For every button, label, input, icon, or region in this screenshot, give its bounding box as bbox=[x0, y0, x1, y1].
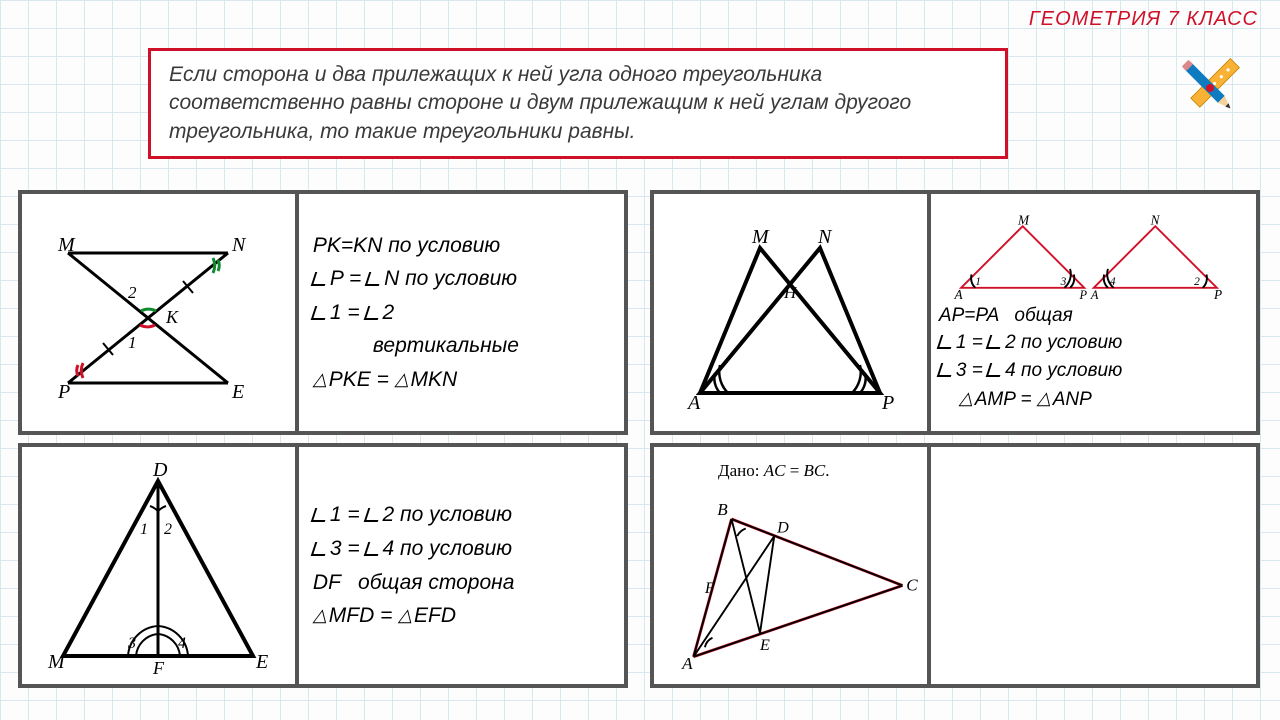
p4-figure: Дано: AC = BC. A B C D E bbox=[654, 447, 931, 684]
svg-text:1: 1 bbox=[128, 333, 137, 352]
p2-l3: DF общая сторона bbox=[313, 566, 610, 600]
svg-text:N: N bbox=[817, 226, 833, 248]
p4-given: Дано: AC = BC. bbox=[658, 461, 830, 481]
p3-figure-left: M N A P H bbox=[654, 194, 931, 431]
svg-text:2: 2 bbox=[1194, 276, 1200, 288]
svg-text:B: B bbox=[717, 500, 728, 519]
p3-l3: 3 = 4 по условию bbox=[939, 357, 1248, 385]
p1-l3: 1 = 2 bbox=[313, 296, 610, 330]
svg-text:A: A bbox=[1090, 288, 1099, 302]
p1-l5: △PKE = △MKN bbox=[313, 363, 610, 397]
p2-l2: 3 = 4 по условию bbox=[313, 532, 610, 566]
svg-text:2: 2 bbox=[128, 283, 137, 302]
svg-text:D: D bbox=[776, 519, 789, 536]
svg-text:3: 3 bbox=[127, 635, 136, 652]
svg-text:M: M bbox=[751, 226, 770, 248]
page-title: ГЕОМЕТРИЯ 7 КЛАСС bbox=[1029, 8, 1258, 31]
svg-text:1: 1 bbox=[975, 276, 981, 288]
p3-figure-right: M N A P A P 1 2 3 4 bbox=[939, 212, 1239, 302]
svg-text:A: A bbox=[681, 654, 693, 671]
p2-l4: △MFD = △EFD bbox=[313, 599, 610, 633]
p1-figure: M N P E K 1 2 bbox=[22, 194, 299, 431]
p1-proof: PK=KN по условию P = N по условию 1 = 2 … bbox=[299, 194, 624, 431]
p3-l2: 1 = 2 по условию bbox=[939, 329, 1248, 357]
p3-l1: AP=PA общая bbox=[939, 302, 1248, 330]
svg-text:2: 2 bbox=[164, 521, 172, 538]
svg-text:K: K bbox=[165, 307, 179, 327]
p2-figure: D M E F 1 2 3 4 bbox=[22, 447, 299, 684]
theorem-text: Если сторона и два прилежащих к ней угла… bbox=[169, 63, 911, 143]
problem-2: D M E F 1 2 3 4 1 = 2 по условию 3 = 4 п… bbox=[18, 443, 628, 688]
svg-text:M: M bbox=[1017, 212, 1030, 227]
pencil-ruler-icon bbox=[1170, 48, 1250, 128]
problem-3: M N A P H M N A P A P bbox=[650, 190, 1260, 435]
svg-text:M: M bbox=[57, 234, 76, 256]
problem-1: M N P E K 1 2 PK=KN по условию P = N по … bbox=[18, 190, 628, 435]
problem-4: Дано: AC = BC. A B C D E bbox=[650, 443, 1260, 688]
svg-text:N: N bbox=[231, 234, 247, 256]
svg-text:1: 1 bbox=[140, 521, 148, 538]
svg-text:E: E bbox=[255, 651, 268, 673]
right-column: M N A P H M N A P A P bbox=[650, 190, 1260, 696]
svg-text:H: H bbox=[783, 283, 798, 302]
svg-text:4: 4 bbox=[1110, 276, 1116, 288]
p4-proof bbox=[931, 447, 1256, 684]
svg-text:D: D bbox=[152, 459, 168, 481]
svg-text:E: E bbox=[231, 381, 244, 403]
svg-text:M: M bbox=[47, 651, 66, 673]
svg-text:F: F bbox=[152, 658, 165, 676]
svg-text:P: P bbox=[1213, 287, 1222, 302]
p1-l4: вертикальные bbox=[313, 329, 610, 363]
p1-l2: P = N по условию bbox=[313, 262, 610, 296]
p1-l1: PK=KN по условию bbox=[313, 229, 610, 263]
svg-text:C: C bbox=[906, 575, 918, 594]
svg-text:P: P bbox=[881, 392, 894, 414]
svg-text:F: F bbox=[704, 580, 715, 597]
p3-l4: △AMP = △ANP bbox=[939, 385, 1248, 414]
left-column: M N P E K 1 2 PK=KN по условию P = N по … bbox=[18, 190, 628, 696]
svg-text:E: E bbox=[759, 637, 770, 654]
svg-text:A: A bbox=[953, 287, 963, 302]
theorem-box: Если сторона и два прилежащих к ней угла… bbox=[148, 48, 1008, 159]
svg-text:3: 3 bbox=[1059, 276, 1066, 288]
svg-text:N: N bbox=[1149, 212, 1160, 227]
header-text: ГЕОМЕТРИЯ 7 КЛАСС bbox=[1029, 8, 1258, 30]
svg-text:4: 4 bbox=[178, 635, 186, 652]
p3-right-half: M N A P A P 1 2 3 4 AP=PA общая 1 = 2 по… bbox=[931, 194, 1256, 431]
svg-text:A: A bbox=[686, 392, 701, 414]
svg-text:P: P bbox=[1078, 288, 1087, 302]
svg-text:P: P bbox=[57, 381, 70, 403]
p2-proof: 1 = 2 по условию 3 = 4 по условию DF общ… bbox=[299, 447, 624, 684]
p2-l1: 1 = 2 по условию bbox=[313, 498, 610, 532]
